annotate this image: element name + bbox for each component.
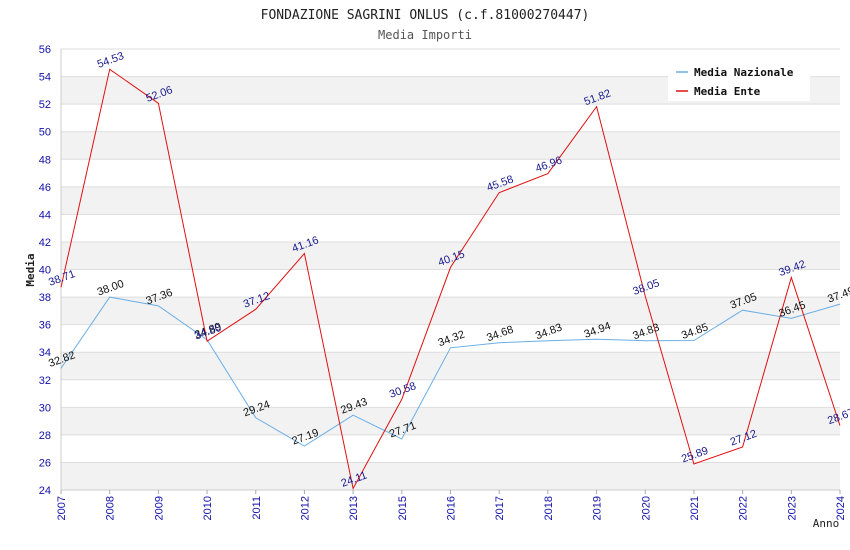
y-axis-ticks: 24 26 28 30 32 34 36 38 40 42 44 46 48 50 52 54 56 xyxy=(39,44,51,497)
plot-band xyxy=(61,186,840,215)
data-label: 37.49 xyxy=(826,285,850,306)
x-tick-label: 2021 xyxy=(689,496,701,520)
y-tick-label: 34 xyxy=(39,347,51,359)
series-lines xyxy=(60,68,841,490)
y-tick-label: 38 xyxy=(39,292,51,304)
y-tick-label: 26 xyxy=(39,457,51,469)
x-tick-label: 2018 xyxy=(543,496,555,520)
y-tick-label: 44 xyxy=(39,209,51,221)
x-tick-label: 2020 xyxy=(640,496,652,520)
x-tick-label: 2023 xyxy=(786,496,798,520)
x-tick-label: 2017 xyxy=(494,496,506,520)
x-tick-label: 2022 xyxy=(738,496,750,520)
chart-subtitle: Media Importi xyxy=(378,28,472,42)
y-tick-label: 52 xyxy=(39,99,51,111)
x-tick-label: 2011 xyxy=(251,496,263,520)
data-label: 38.71 xyxy=(47,268,77,289)
x-tick-label: 2007 xyxy=(56,496,68,520)
y-tick-label: 24 xyxy=(39,485,51,497)
y-tick-label: 54 xyxy=(39,72,51,84)
plot-background xyxy=(61,76,840,490)
x-axis-title: Anno xyxy=(813,517,840,530)
x-tick-label: 2015 xyxy=(397,496,409,520)
y-tick-label: 48 xyxy=(39,154,51,166)
x-tick-label: 2009 xyxy=(153,496,165,520)
plot-band xyxy=(61,407,840,435)
series-line-media-ente xyxy=(60,68,841,490)
x-axis-ticks: 2007 2008 2009 2010 2011 2012 2013 2015 2016 2017… xyxy=(56,496,847,520)
data-label: 38.05 xyxy=(631,277,661,298)
y-tick-label: 46 xyxy=(39,182,51,194)
x-tick-label: 2008 xyxy=(105,496,117,520)
x-tick-label: 2010 xyxy=(202,496,214,520)
series-line-media-nazionale xyxy=(60,296,841,447)
plot-band xyxy=(61,297,840,325)
chart-title: FONDAZIONE SAGRINI ONLUS (c.f.8100027044… xyxy=(261,8,590,23)
x-tick-label: 2012 xyxy=(299,496,311,520)
y-tick-label: 32 xyxy=(39,375,51,387)
x-tick-label: 2013 xyxy=(348,496,360,520)
y-tick-label: 42 xyxy=(39,237,51,249)
x-tick-label: 2019 xyxy=(592,496,604,520)
y-tick-label: 40 xyxy=(39,265,51,277)
legend-box xyxy=(668,59,810,101)
plot-band xyxy=(61,241,840,270)
x-tick-label: 2024 xyxy=(835,496,847,520)
y-tick-label: 30 xyxy=(39,402,51,414)
y-tick-label: 50 xyxy=(39,127,51,139)
plot-band xyxy=(61,352,840,380)
y-tick-label: 28 xyxy=(39,430,51,442)
data-label: 34.68 xyxy=(485,324,515,345)
grid-lines xyxy=(60,48,841,494)
x-tick-label: 2016 xyxy=(446,496,458,520)
legend-label-media-nazionale: Media Nazionale xyxy=(694,66,794,79)
y-tick-label: 56 xyxy=(39,44,51,56)
legend: Media Nazionale Media Ente xyxy=(668,59,810,101)
data-label: 38.00 xyxy=(96,278,126,299)
y-axis-title: Media xyxy=(24,253,37,286)
plot-band xyxy=(61,131,840,160)
plot-band xyxy=(61,462,840,490)
y-tick-label: 36 xyxy=(39,320,51,332)
data-label: 54.53 xyxy=(96,50,126,71)
legend-label-media-ente: Media Ente xyxy=(694,85,761,98)
